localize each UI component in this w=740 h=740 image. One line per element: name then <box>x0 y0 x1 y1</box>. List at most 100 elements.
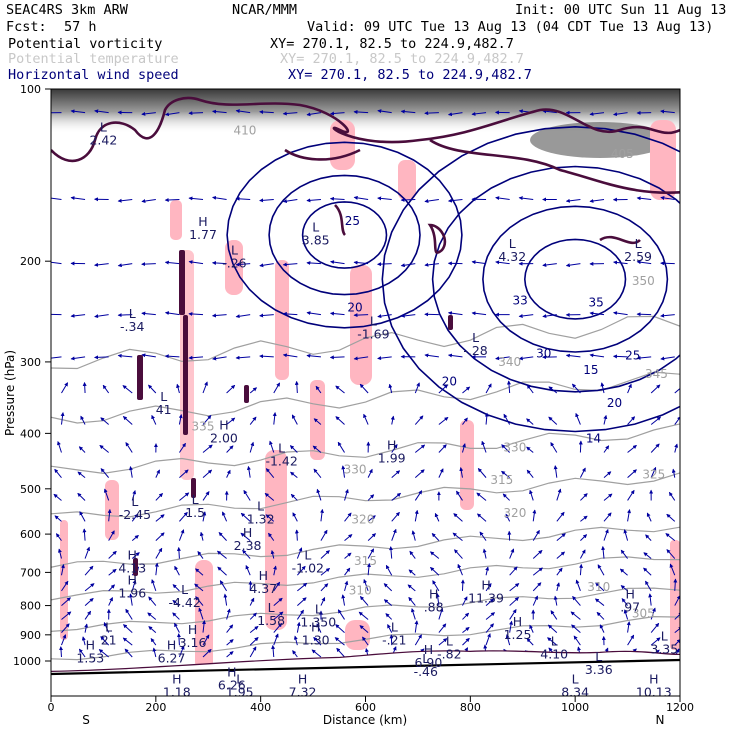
extremum-value: 1.96 <box>118 585 146 600</box>
wind-vector <box>353 195 369 200</box>
wind-vector <box>452 532 463 542</box>
wind-vector <box>297 597 307 606</box>
extremum-type: H <box>167 638 176 653</box>
wind-vector <box>108 550 117 559</box>
wind-vector <box>556 533 566 542</box>
theta-label: 410 <box>233 123 256 137</box>
theta-label: 320 <box>503 506 526 520</box>
wind-vector <box>580 534 588 541</box>
extremum-type: L <box>635 236 642 251</box>
wind-vector <box>289 445 298 453</box>
extremum-value: 1.95 <box>226 684 254 699</box>
extremum-value: 21 <box>101 632 117 647</box>
wind-vector <box>57 548 62 559</box>
wind-vector <box>570 611 581 620</box>
wind-vector <box>532 595 538 606</box>
wind-vector <box>212 356 227 361</box>
wind-vector <box>553 595 558 606</box>
wind-vector <box>82 528 87 541</box>
wind-vector <box>526 469 534 478</box>
extremum-value: -4.42 <box>168 595 200 610</box>
wind-vector <box>320 596 326 606</box>
wind-vector <box>212 109 227 114</box>
wind-vector <box>337 609 345 620</box>
wind-vector <box>202 634 210 646</box>
wind-vector <box>359 625 369 633</box>
wind-vector <box>174 622 180 633</box>
x-tick-label: 1000 <box>561 701 589 714</box>
wind-vector <box>495 356 510 361</box>
extremum-value: 3.36 <box>585 662 613 677</box>
wind-vector <box>179 469 189 479</box>
wind-vector <box>367 548 375 559</box>
wind-vector <box>226 417 236 425</box>
wind-vector <box>668 491 676 501</box>
field-theta-xy: XY= 270.1, 82.5 to 224.9,482.7 <box>280 51 524 67</box>
extremum-value: 1.77 <box>189 227 217 242</box>
extremum-value: -1.02 <box>292 560 324 575</box>
pressure-extremum-H: H6.27 <box>158 638 186 666</box>
wind-vector <box>603 471 612 479</box>
wind-vector <box>107 508 112 522</box>
wind-vector <box>131 552 140 559</box>
wind-speed-label: 15 <box>583 363 598 377</box>
wind-vector <box>108 596 113 606</box>
wind-vector <box>648 593 653 606</box>
wind-vector <box>435 593 440 606</box>
extremum-value: 1.99 <box>378 451 406 466</box>
wind-vector <box>296 565 306 576</box>
wind-vector <box>575 579 581 592</box>
wind-vector <box>550 610 558 620</box>
wind-vector <box>547 624 558 633</box>
model-title: SEAC4RS 3km ARW <box>6 2 129 18</box>
wind-vector <box>335 624 345 633</box>
pressure-extremum-L: L2.42 <box>89 119 117 147</box>
field-wind-name: Horizontal wind speed <box>8 67 179 83</box>
wind-vector <box>344 580 349 591</box>
wind-vector <box>122 416 133 425</box>
wind-vector <box>506 380 511 394</box>
wind-vector <box>362 636 369 646</box>
extremum-type: H <box>243 525 252 540</box>
pressure-extremum-H: H11.39 <box>468 577 504 605</box>
wind-vector <box>211 261 227 266</box>
wind-vector <box>674 385 680 394</box>
valid-time: Valid: 09 UTC Tue 13 Aug 13 (04 CDT Tue … <box>307 19 713 35</box>
x-tick-label: 800 <box>460 701 481 714</box>
wind-vector <box>151 579 157 592</box>
wind-vector <box>172 612 180 620</box>
wind-speed-contour <box>381 125 680 433</box>
wind-vector <box>518 313 534 318</box>
wind-vector <box>188 311 204 316</box>
wind-vector <box>306 353 321 358</box>
extremum-type: L <box>181 582 188 597</box>
extremum-type: L <box>595 649 602 664</box>
wind-vector <box>666 549 676 559</box>
wind-vector <box>94 262 109 267</box>
extremum-type: H <box>227 665 236 680</box>
theta-label: 330 <box>344 462 367 476</box>
wind-vector <box>306 311 322 316</box>
wind-vector <box>532 582 542 592</box>
x-tick-label: 600 <box>355 701 376 714</box>
wind-vector <box>155 493 163 501</box>
wind-vector <box>385 613 393 620</box>
wind-vector <box>459 467 464 478</box>
y-tick-label: 500 <box>20 483 41 496</box>
wind-vector <box>312 445 322 453</box>
extremum-value: 4.13 <box>118 560 146 575</box>
wind-vector <box>131 490 137 501</box>
wind-vector <box>61 623 70 633</box>
init-time: Init: 00 UTC Sun 11 Aug 13 <box>515 2 726 18</box>
wind-vector <box>613 112 628 117</box>
wind-vector <box>643 567 652 576</box>
theta-contour-line <box>51 315 680 370</box>
wind-vector <box>646 512 652 522</box>
wind-vector <box>600 382 605 394</box>
wind-vector <box>414 469 425 479</box>
wind-vector <box>179 442 186 453</box>
wind-vector <box>122 385 133 394</box>
extremum-value: 2.42 <box>89 132 117 147</box>
extremum-type: L <box>509 236 516 251</box>
